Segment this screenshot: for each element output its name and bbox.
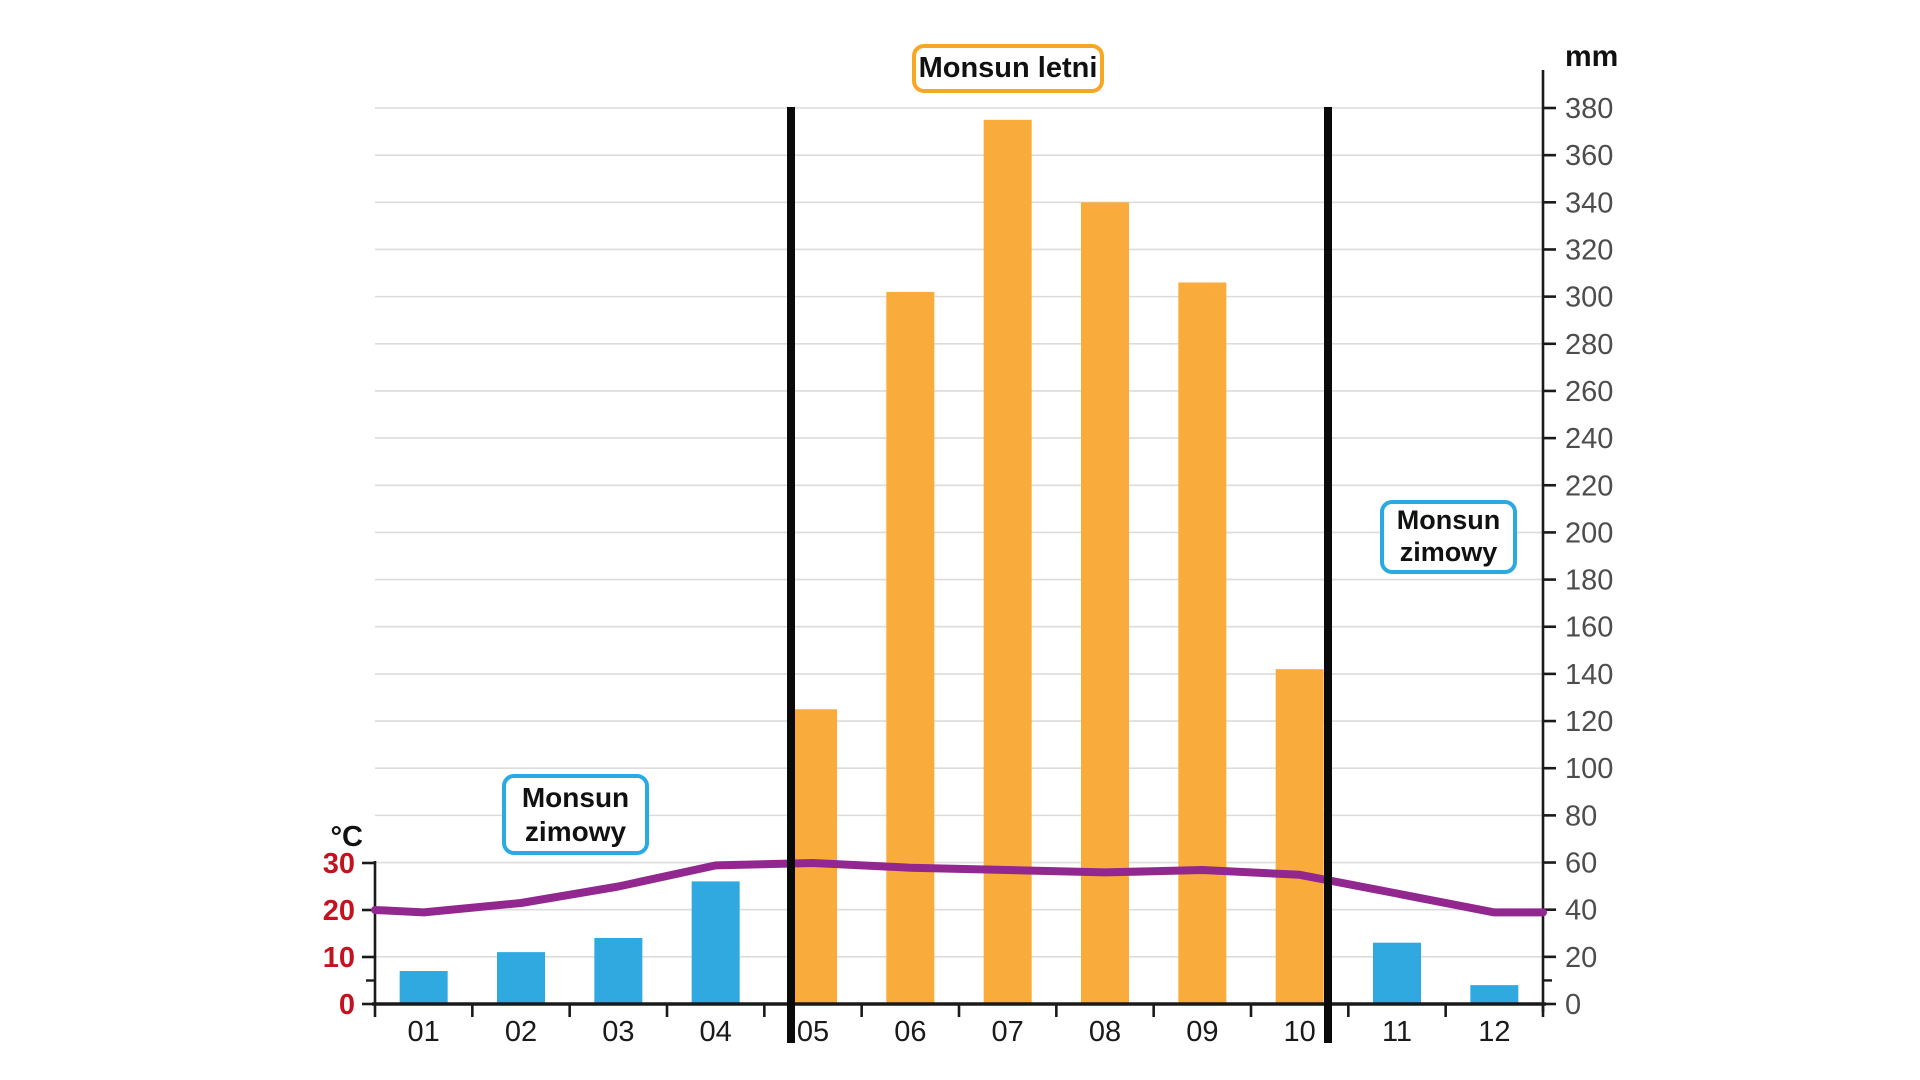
left-axis-tick-label-30: 30	[323, 848, 355, 880]
right-axis-tick-label-360: 360	[1565, 140, 1613, 172]
right-axis-tick-label-340: 340	[1565, 187, 1613, 219]
winter-monsoon-right-line2: zimowy	[1399, 537, 1498, 567]
month-label-07: 07	[992, 1016, 1024, 1048]
month-label-04: 04	[700, 1016, 732, 1048]
month-label-09: 09	[1186, 1016, 1218, 1048]
right-axis-tick-label-260: 260	[1565, 376, 1613, 408]
precipitation-bar-04	[691, 881, 740, 1004]
x-axis: 01 02 03 04 05 06 07 08 09 10 11 12	[372, 1002, 1546, 1048]
summer-monsoon-label: Monsun letni	[912, 44, 1104, 93]
winter-monsoon-label-left: Monsun zimowy	[502, 774, 649, 855]
right-axis-tick-label-300: 300	[1565, 282, 1613, 314]
precipitation-bar-06	[886, 291, 935, 1005]
precipitation-bar-11	[1373, 942, 1421, 1004]
left-axis-celsius: 0 10 20 30°C	[323, 821, 377, 1021]
left-axis-title: °C	[330, 821, 363, 853]
right-axis-tick-label-320: 320	[1565, 234, 1613, 266]
gridlines	[375, 107, 1543, 958]
precipitation-bar-02	[497, 952, 545, 1004]
right-axis-tick-label-180: 180	[1565, 565, 1613, 597]
winter-monsoon-label-right: Monsun zimowy	[1380, 500, 1517, 574]
month-label-01: 01	[408, 1016, 440, 1048]
month-label-06: 06	[894, 1016, 926, 1048]
right-axis-tick-label-380: 380	[1565, 93, 1613, 125]
winter-monsoon-right-line1: Monsun	[1396, 505, 1501, 536]
right-axis-tick-label-60: 60	[1565, 848, 1597, 880]
precipitation-bar-03	[594, 937, 643, 1004]
month-label-12: 12	[1478, 1016, 1510, 1048]
left-axis-tick-label-10: 10	[323, 942, 355, 974]
right-axis-tick-label-200: 200	[1565, 517, 1613, 549]
right-axis-tick-label-160: 160	[1565, 612, 1613, 644]
precipitation-bar-12	[1470, 985, 1519, 1004]
precipitation-bar-07	[983, 119, 1032, 1004]
left-axis-tick-label-0: 0	[339, 989, 355, 1021]
month-label-03: 03	[602, 1016, 634, 1048]
month-label-02: 02	[505, 1016, 537, 1048]
right-axis-tick-label-240: 240	[1565, 423, 1613, 455]
precipitation-bar-05	[789, 709, 837, 1004]
summer-monsoon-label-text: Monsun letni	[918, 52, 1098, 85]
temperature-line	[371, 859, 1547, 917]
precipitation-bar-09	[1178, 282, 1227, 1004]
month-label-11: 11	[1382, 1016, 1412, 1048]
month-label-10: 10	[1284, 1016, 1316, 1048]
right-axis-tick-label-220: 220	[1565, 470, 1613, 502]
right-axis-tick-label-20: 20	[1565, 942, 1597, 974]
right-axis-tick-label-140: 140	[1565, 659, 1613, 691]
precipitation-bar-10	[1275, 669, 1324, 1004]
right-axis-mm: 0 20 40 60 80 100 120 140 160 180 200 220 240 260 280 3…	[1541, 40, 1618, 1021]
right-axis-title: mm	[1565, 40, 1618, 73]
right-axis-tick-label-100: 100	[1565, 753, 1613, 785]
right-axis-tick-label-80: 80	[1565, 800, 1597, 832]
precipitation-bar-01	[399, 970, 448, 1004]
precipitation-bar-08	[1081, 202, 1129, 1004]
month-label-05: 05	[797, 1016, 829, 1048]
winter-monsoon-left-line2: zimowy	[524, 815, 627, 847]
left-axis-tick-label-20: 20	[323, 895, 355, 927]
right-axis-tick-label-0: 0	[1565, 989, 1581, 1021]
winter-monsoon-left-line1: Monsun	[521, 782, 630, 814]
right-axis-tick-label-280: 280	[1565, 329, 1613, 361]
right-axis-tick-label-40: 40	[1565, 895, 1597, 927]
month-label-08: 08	[1089, 1016, 1121, 1048]
right-axis-tick-label-120: 120	[1565, 706, 1613, 738]
